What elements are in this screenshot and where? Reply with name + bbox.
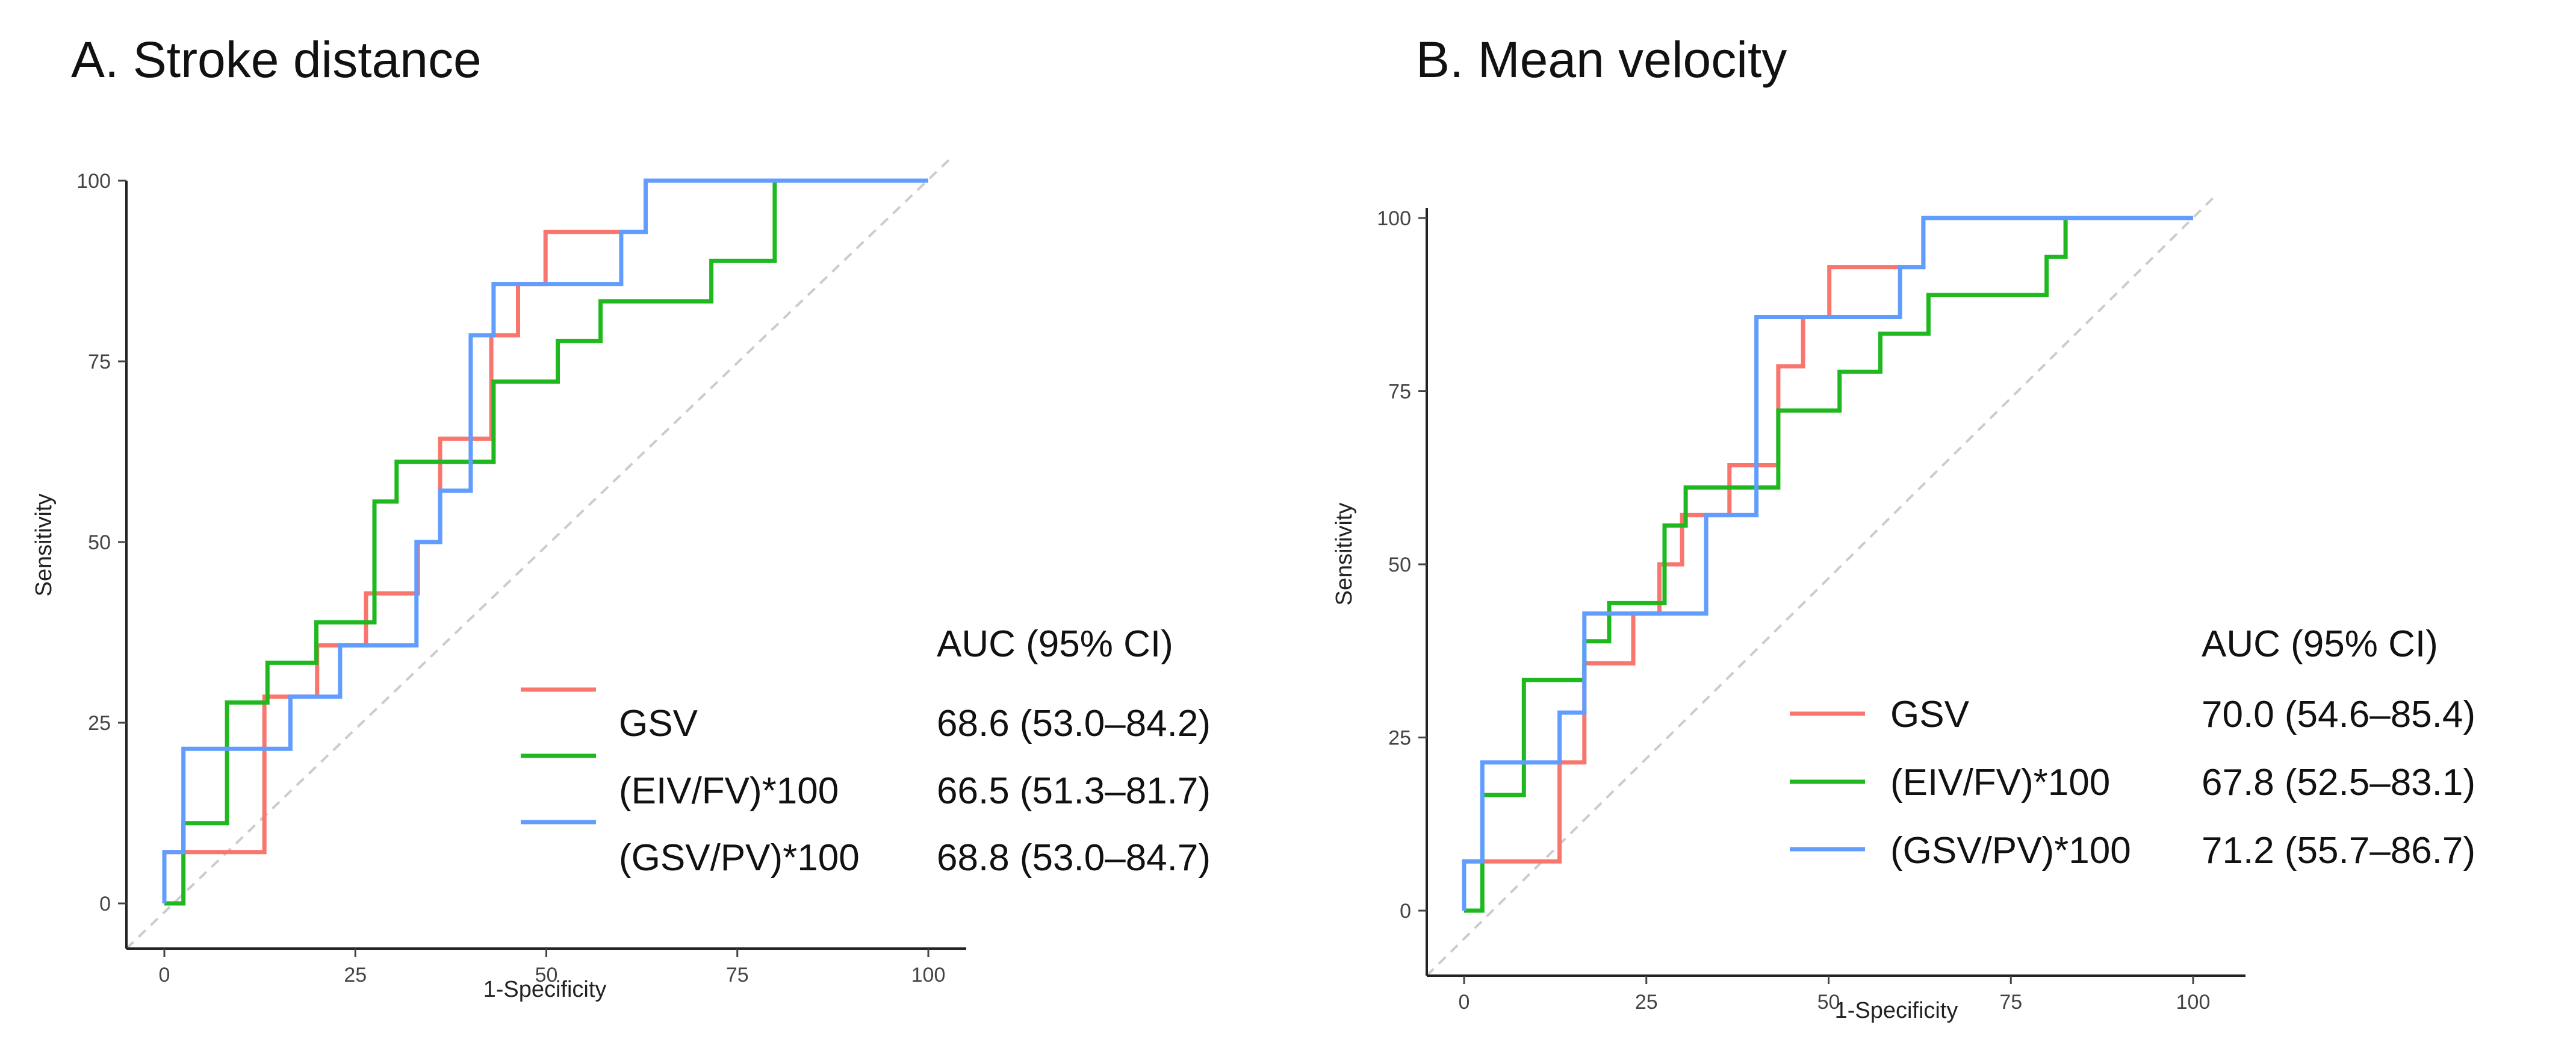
panel-a-legend-auc-gsv-pv: 68.8 (53.0–84.7) <box>937 837 1211 879</box>
panel-b-roc-line-gsv-pv-100 <box>1462 216 2193 911</box>
panel-a-x-tick-label-25: 25 <box>344 964 367 987</box>
panel-b-mean-velocity: B. Mean velocity 0 25 50 75 100 0 25 50 75 100 1-… <box>1332 31 2475 1023</box>
panel-b-roc-line-gsv <box>1462 216 2193 911</box>
panel-a-roc-line-gsv-pv-100 <box>162 178 928 903</box>
panel-b-y-axis-label: Sensitivity <box>1332 502 1357 605</box>
panel-b-x-tick-label-100: 100 <box>2176 991 2211 1014</box>
panel-b-y-tick-label-75: 75 <box>1388 381 1411 404</box>
panel-b-legend-auc-gsv-pv: 71.2 (55.7–86.7) <box>2202 830 2475 871</box>
panel-b-plot: 0 25 50 75 100 0 25 50 75 100 <box>1377 193 2245 1014</box>
panel-b-x-tick-label-25: 25 <box>1635 991 1658 1014</box>
panel-a-roc-line-eiv-fv-100 <box>164 178 928 906</box>
panel-a-x-tick-label-50: 50 <box>535 964 558 987</box>
panel-b-y-tick-label-50: 50 <box>1388 553 1411 576</box>
panel-a-y-tick-label-50: 50 <box>88 531 111 554</box>
panel-b-y-tick-label-100: 100 <box>1377 207 1411 230</box>
panel-b-x-tick-label-75: 75 <box>1999 991 2022 1014</box>
panel-a-title: A. Stroke distance <box>71 31 482 88</box>
panel-b-legend-label-eiv-fv: (EIV/FV)*100 <box>1890 762 2110 803</box>
panel-a-y-tick-label-0: 0 <box>99 893 111 915</box>
panel-b-title: B. Mean velocity <box>1416 31 1787 88</box>
panel-a-plot: 0 25 50 75 100 0 25 50 75 100 <box>76 155 966 987</box>
panel-b-legend-auc-eiv-fv: 67.8 (52.5–83.1) <box>2202 762 2475 803</box>
panel-a-y-axis-label: Sensitivity <box>31 493 57 596</box>
panel-b-x-axis-label: 1-Specificity <box>1835 998 1958 1023</box>
panel-a-x-tick-label-100: 100 <box>911 964 946 987</box>
panel-b-legend-header: AUC (95% CI) <box>2202 623 2438 665</box>
panel-a-x-axis-label: 1-Specificity <box>483 977 607 1002</box>
panel-b-x-tick-label-0: 0 <box>1459 991 1470 1014</box>
panel-a-legend-label-gsv: GSV <box>619 703 698 744</box>
panel-a-x-tick-label-75: 75 <box>726 964 749 987</box>
panel-a-y-tick-label-100: 100 <box>76 170 111 193</box>
panel-b-legend-auc-gsv: 70.0 (54.6–85.4) <box>2202 694 2475 735</box>
panel-a-legend-header: AUC (95% CI) <box>937 623 1173 665</box>
panel-a-stroke-distance: A. Stroke distance 0 25 50 75 1000255075100 … <box>31 31 1211 1002</box>
panel-a-y-tick-label-75: 75 <box>88 351 111 373</box>
panel-a-y-tick-label-25: 25 <box>88 712 111 735</box>
panel-a-legend-label-gsv-pv: (GSV/PV)*100 <box>619 837 860 879</box>
panel-b-legend-label-gsv-pv: (GSV/PV)*100 <box>1890 830 2131 871</box>
panel-a-legend-auc-gsv: 68.6 (53.0–84.2) <box>937 703 1211 744</box>
panel-a-legend-auc-eiv-fv: 66.5 (51.3–81.7) <box>937 770 1211 812</box>
panel-b-y-tick-label-25: 25 <box>1388 727 1411 750</box>
panel-b-y-tick-label-0: 0 <box>1400 900 1411 923</box>
panel-a-legend-label-eiv-fv: (EIV/FV)*100 <box>619 770 839 812</box>
panel-b-legend-label-gsv: GSV <box>1890 694 1970 735</box>
panel-a-reference-diagonal <box>125 155 954 950</box>
panel-b-roc-line-eiv-fv-100 <box>1464 216 2193 913</box>
panel-b-x-tick-label-50: 50 <box>1817 991 1840 1014</box>
panel-b-legend: GSV 70.0 (54.6–85.4) (EIV/FV)*100 67.8 (… <box>1790 694 2475 871</box>
panel-a-legend: GSV 68.6 (53.0–84.2) (EIV/FV)*100 66.5 (… <box>521 687 1211 879</box>
panel-a-x-tick-label-0: 0 <box>159 964 170 987</box>
